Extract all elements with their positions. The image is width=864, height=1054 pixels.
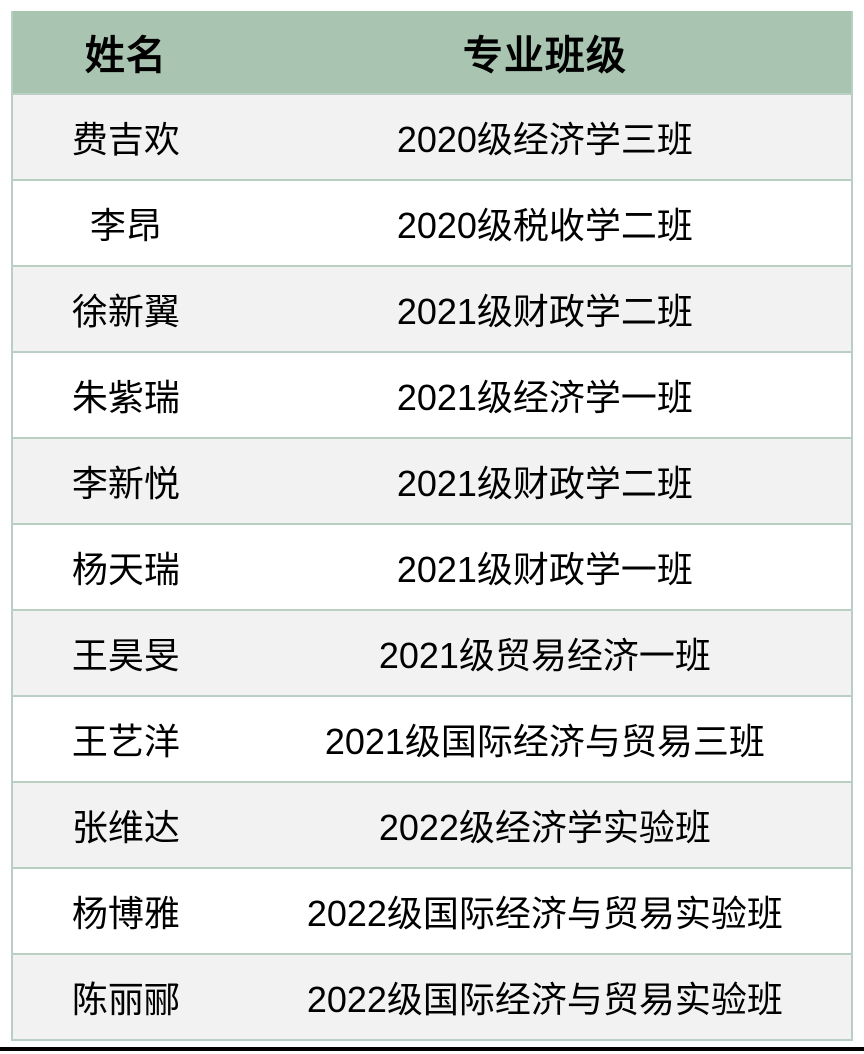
header-cell-class: 专业班级 xyxy=(238,11,852,94)
name-cell: 王昊旻 xyxy=(12,609,239,696)
table-row: 陈丽郦 2022级国际经济与贸易实验班 xyxy=(12,953,852,1040)
class-cell: 2021级国际经济与贸易三班 xyxy=(238,695,852,782)
name-cell: 朱紫瑞 xyxy=(12,351,239,438)
class-cell: 2021级经济学一班 xyxy=(238,351,852,438)
table-row: 李新悦 2021级财政学二班 xyxy=(12,437,852,524)
class-cell: 2020级经济学三班 xyxy=(238,93,852,180)
table-row: 李昂 2020级税收学二班 xyxy=(12,179,852,266)
table-row: 费吉欢 2020级经济学三班 xyxy=(12,93,852,180)
class-cell: 2021级财政学二班 xyxy=(238,265,852,352)
class-cell: 2021级贸易经济一班 xyxy=(238,609,852,696)
name-cell: 陈丽郦 xyxy=(12,953,239,1040)
header-row: 姓名 专业班级 xyxy=(12,11,852,94)
class-cell: 2022级国际经济与贸易实验班 xyxy=(238,953,852,1040)
name-cell: 王艺洋 xyxy=(12,695,239,782)
name-cell: 徐新翼 xyxy=(12,265,239,352)
name-cell: 杨博雅 xyxy=(12,867,239,954)
name-cell: 杨天瑞 xyxy=(12,523,239,610)
table-header: 姓名 专业班级 xyxy=(12,11,852,94)
table-row: 杨博雅 2022级国际经济与贸易实验班 xyxy=(12,867,852,954)
class-cell: 2021级财政学一班 xyxy=(238,523,852,610)
name-cell: 李新悦 xyxy=(12,437,239,524)
name-cell: 费吉欢 xyxy=(12,93,239,180)
name-cell: 张维达 xyxy=(12,781,239,868)
table-row: 朱紫瑞 2021级经济学一班 xyxy=(12,351,852,438)
bottom-rule xyxy=(0,1047,864,1051)
student-roster-table: 姓名 专业班级 费吉欢 2020级经济学三班 李昂 2020级税收学二班 徐新翼… xyxy=(11,11,853,1041)
table-row: 王昊旻 2021级贸易经济一班 xyxy=(12,609,852,696)
class-cell: 2020级税收学二班 xyxy=(238,179,852,266)
table-row: 杨天瑞 2021级财政学一班 xyxy=(12,523,852,610)
class-cell: 2022级经济学实验班 xyxy=(238,781,852,868)
table-row: 王艺洋 2021级国际经济与贸易三班 xyxy=(12,695,852,782)
header-cell-name: 姓名 xyxy=(12,11,239,94)
class-cell: 2022级国际经济与贸易实验班 xyxy=(238,867,852,954)
name-cell: 李昂 xyxy=(12,179,239,266)
table-body: 费吉欢 2020级经济学三班 李昂 2020级税收学二班 徐新翼 2021级财政… xyxy=(12,93,852,1040)
table-row: 徐新翼 2021级财政学二班 xyxy=(12,265,852,352)
class-cell: 2021级财政学二班 xyxy=(238,437,852,524)
table-row: 张维达 2022级经济学实验班 xyxy=(12,781,852,868)
